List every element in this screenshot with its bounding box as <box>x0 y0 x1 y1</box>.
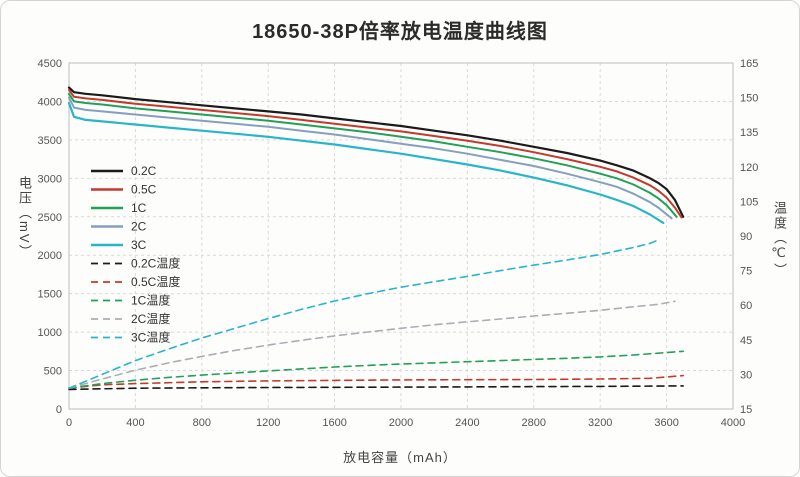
y-axis-title-right: 温度（℃） <box>772 201 787 278</box>
y-left-tick-label: 2500 <box>38 212 62 224</box>
x-tick-label: 400 <box>126 417 144 429</box>
legend-label-t0-5c: 0.5C温度 <box>131 274 180 289</box>
y-right-tick-label: 135 <box>740 127 758 139</box>
series-t0-5c <box>68 374 685 390</box>
x-tick-label: 3200 <box>588 417 612 429</box>
y-left-tick-label: 4000 <box>38 96 62 108</box>
y-left-tick-label: 1000 <box>38 327 62 339</box>
y-left-tick-label: 0 <box>56 404 62 416</box>
y-right-tick-label: 45 <box>740 335 752 347</box>
y-right-tick-label: 30 <box>740 369 752 381</box>
x-tick-label: 2400 <box>455 417 479 429</box>
x-tick-label: 4000 <box>721 417 745 429</box>
series-v0-5c <box>68 88 683 219</box>
chart-title: 18650-38P倍率放电温度曲线图 <box>252 21 548 43</box>
y-right-tick-label: 120 <box>740 162 758 174</box>
y-left-tick-label: 500 <box>44 366 62 378</box>
legend-label-v1c: 1C <box>131 201 147 215</box>
x-tick-label: 1600 <box>322 417 346 429</box>
y-left-tick-label: 1500 <box>38 289 62 301</box>
x-axis-title: 放电容量（mAh） <box>343 450 457 465</box>
y-right-tick-label: 60 <box>740 300 752 312</box>
legend-label-v3c: 3C <box>131 238 147 252</box>
y-left-tick-label: 4500 <box>38 58 62 70</box>
series-v3c <box>67 101 665 224</box>
x-tick-label: 3600 <box>654 417 678 429</box>
legend-label-t3c: 3C温度 <box>131 330 170 345</box>
x-tick-label: 1200 <box>256 417 280 429</box>
legend-label-t0-2c: 0.2C温度 <box>131 256 180 271</box>
legend-label-v2c: 2C <box>131 220 147 234</box>
legend-label-v0-5c: 0.5C <box>131 183 157 197</box>
legend-label-t1c: 1C温度 <box>131 293 170 308</box>
y-right-tick-label: 165 <box>740 58 758 70</box>
x-tick-label: 2000 <box>389 417 413 429</box>
y-right-tick-label: 15 <box>740 404 752 416</box>
y-left-tick-label: 3500 <box>38 135 62 147</box>
y-left-tick-label: 3000 <box>38 173 62 185</box>
y-right-tick-label: 75 <box>740 266 752 278</box>
y-right-tick-label: 105 <box>740 196 758 208</box>
series-t1c <box>68 350 685 390</box>
x-tick-label: 800 <box>193 417 211 429</box>
y-left-tick-label: 2000 <box>38 250 62 262</box>
series-v1c <box>68 92 678 218</box>
x-tick-label: 2800 <box>522 417 546 429</box>
series-v0-2c <box>67 86 685 218</box>
series-v2c <box>68 96 673 220</box>
series-t3c <box>68 239 660 390</box>
y-right-tick-label: 150 <box>740 93 758 105</box>
series-t2c <box>68 300 676 390</box>
series-t0-2c <box>68 385 685 391</box>
plot-border <box>68 62 734 410</box>
y-axis-title-left: 电压（mV） <box>17 176 32 260</box>
y-right-tick-label: 90 <box>740 231 752 243</box>
legend-label-t2c: 2C温度 <box>131 311 170 326</box>
x-tick-label: 0 <box>66 417 72 429</box>
legend-label-v0-2c: 0.2C <box>131 164 157 178</box>
